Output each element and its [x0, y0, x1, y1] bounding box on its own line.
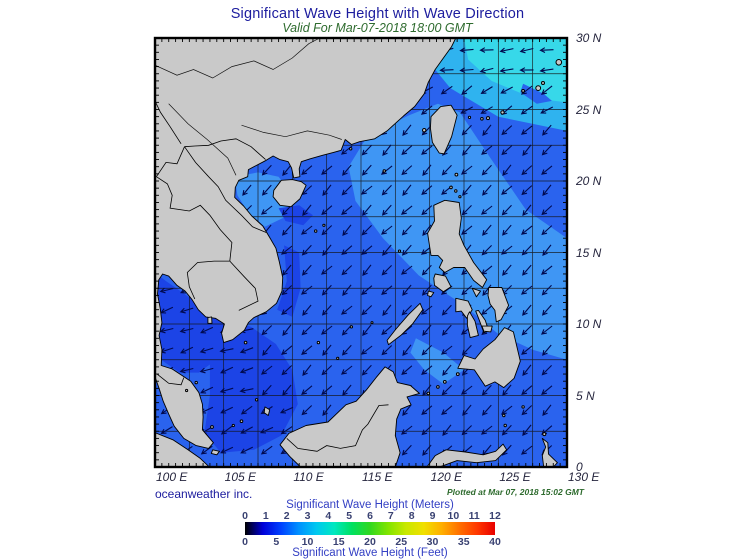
lat-label-20: 20 N — [576, 174, 602, 188]
oceanweather-credit: oceanweather inc. — [155, 487, 253, 501]
lat-label-5: 5 N — [576, 388, 595, 403]
meters-tick-12: 12 — [489, 510, 501, 522]
meters-tick-5: 5 — [346, 510, 353, 522]
lat-label-30: 30 N — [576, 31, 602, 45]
feet-tick-5: 5 — [273, 536, 280, 548]
meters-tick-11: 11 — [468, 510, 480, 522]
lon-label-120: 120 E — [430, 470, 463, 484]
legend-title-feet: Significant Wave Height (Feet) — [292, 547, 448, 559]
meters-tick-0: 0 — [242, 510, 248, 522]
feet-tick-25: 25 — [395, 536, 408, 548]
feet-tick-30: 30 — [426, 536, 439, 548]
political-borders — [155, 100, 389, 452]
lat-label-25: 25 N — [576, 102, 602, 117]
plotted-timestamp: Plotted at Mar 07, 2018 15:02 GMT — [447, 487, 584, 497]
feet-tick-20: 20 — [364, 536, 376, 548]
lon-label-100: 100 E — [156, 470, 188, 484]
map-frame — [153, 36, 569, 469]
feet-tick-0: 0 — [242, 536, 248, 548]
feet-tick-15: 15 — [332, 536, 345, 548]
rivers — [155, 38, 342, 176]
lon-label-110: 110 E — [293, 470, 324, 484]
legend-meters-ticks: 0 1 2 3 4 5 6 7 8 9 10 11 12 — [242, 510, 501, 522]
page-title: Significant Wave Height with Wave Direct… — [230, 6, 525, 22]
legend-feet-ticks: 0 5 10 15 20 25 30 35 40 — [242, 536, 501, 548]
feet-tick-10: 10 — [301, 536, 314, 548]
meters-tick-2: 2 — [283, 510, 290, 522]
meters-tick-6: 6 — [367, 510, 373, 522]
meters-tick-10: 10 — [447, 510, 460, 522]
lon-label-105: 105 E — [224, 470, 257, 484]
feet-tick-40: 40 — [489, 536, 501, 548]
wave-height-colorbar — [245, 522, 495, 535]
legend-title-meters: Significant Wave Height (Meters) — [286, 499, 454, 511]
lon-label-125: 125 E — [499, 470, 531, 484]
meters-tick-8: 8 — [408, 510, 415, 522]
meters-tick-1: 1 — [262, 510, 269, 522]
feet-tick-35: 35 — [457, 536, 470, 548]
lon-label-115: 115 E — [362, 470, 393, 484]
land-layer — [155, 38, 558, 467]
meters-tick-4: 4 — [325, 510, 332, 522]
meters-tick-9: 9 — [429, 510, 436, 522]
valid-time-subtitle: Valid For Mar-07-2018 18:00 GMT — [282, 21, 473, 35]
lat-label-0: 0 — [576, 460, 583, 474]
small-islands — [185, 59, 563, 437]
lon-label-130: 130 E — [568, 470, 600, 484]
meters-tick-7: 7 — [387, 510, 394, 522]
lat-label-10: 10 N — [576, 317, 602, 331]
lat-label-15: 15 N — [576, 245, 602, 260]
meters-tick-3: 3 — [304, 510, 311, 522]
